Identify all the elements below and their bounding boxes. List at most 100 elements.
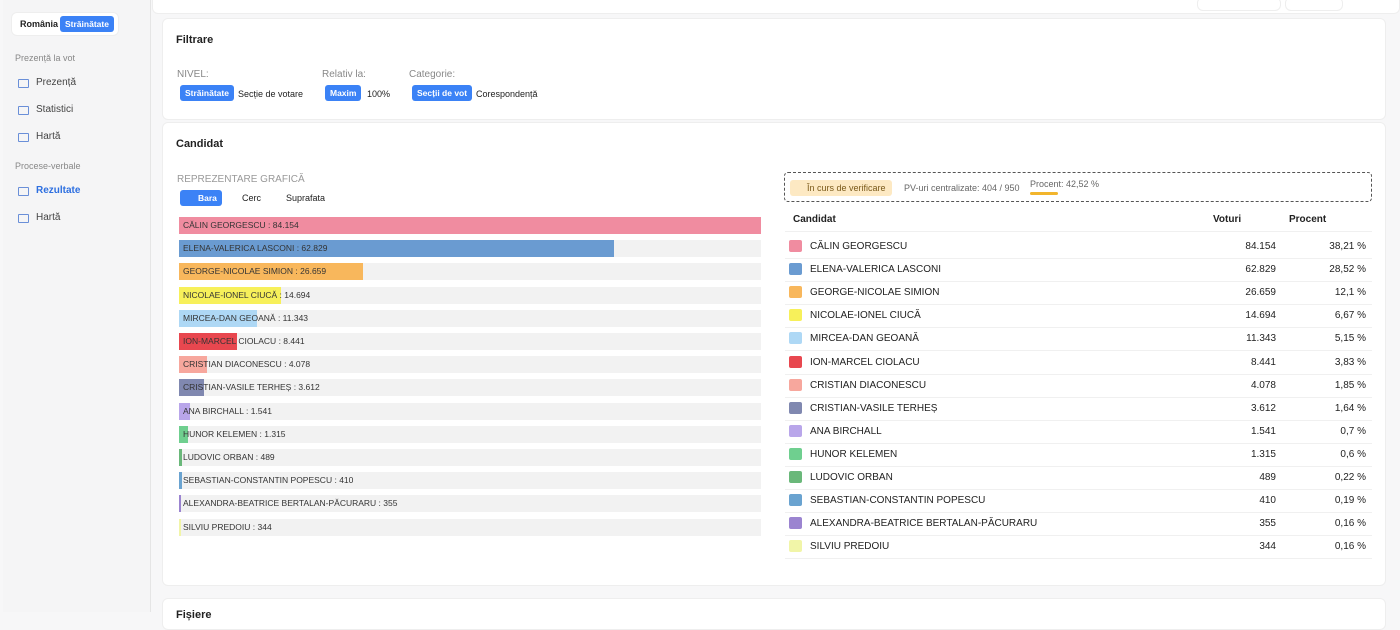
bar-track: ALEXANDRA-BEATRICE BERTALAN-PĂCURARU : 3…	[179, 495, 761, 513]
percent: 1,85 %	[1334, 379, 1366, 391]
nav-item[interactable]: Prezență	[36, 77, 77, 88]
progress	[1030, 192, 1058, 195]
bar-track: HUNOR KELEMEN : 1.315	[179, 425, 761, 443]
bar	[179, 379, 204, 397]
chart-type[interactable]: Suprafata	[286, 193, 326, 203]
bar-sep: :	[257, 428, 265, 439]
filter-card: Filtrare NIVEL: Străinătate Secție de vota…	[162, 18, 1386, 120]
nav-item[interactable]: Rezultate	[36, 185, 81, 196]
bar	[179, 449, 183, 466]
votes: 4.078	[1250, 379, 1276, 391]
chart-label: REPREZENTARE GRAFICĂ	[177, 174, 305, 185]
votes: 26.659	[1245, 287, 1276, 299]
bar-sep: :	[281, 359, 289, 370]
bar-name: NICOLAE-IONEL CIUCĂ	[183, 289, 278, 300]
percent: 5,15 %	[1334, 333, 1366, 345]
color-swatch	[789, 286, 802, 299]
color-swatch	[789, 240, 802, 252]
color-swatch	[789, 540, 802, 553]
bar-name: CRISTIAN-VASILE TERHEȘ	[183, 382, 292, 393]
percent: 0,6 %	[1340, 448, 1366, 460]
candidate-name: ION-MARCEL CIOLACU	[810, 356, 920, 368]
table-row: CRISTIAN-VASILE TERHEȘ 3.612 1,64 %	[785, 397, 1372, 421]
bar-sep: :	[277, 289, 285, 300]
column-header: Procent	[1289, 214, 1327, 225]
bar-track: CRISTIAN DIACONESCU : 4.078	[179, 356, 761, 374]
bar-sep: :	[291, 382, 299, 393]
bar-name: ION-MARCEL CIOLACU	[183, 336, 277, 346]
filter-chip[interactable]: Maxim	[325, 85, 362, 101]
votes: 8.441	[1250, 356, 1276, 368]
sidebar: România Străinătate Prezență la vot Preze…	[3, 0, 151, 612]
button[interactable]	[1197, 0, 1281, 11]
bar-track: MIRCEA-DAN GEOANĂ : 11.343	[179, 309, 761, 327]
bar-label: ION-MARCEL CIOLACU : 8.441	[183, 336, 305, 346]
nav-item[interactable]: Statistici	[36, 104, 74, 115]
filter-chip[interactable]: Străinătate	[180, 85, 234, 101]
tab[interactable]: România	[20, 19, 59, 29]
table-row: NICOLAE-IONEL CIUCĂ 14.694 6,67 %	[785, 304, 1372, 329]
color-swatch	[789, 263, 802, 276]
bar	[179, 309, 258, 327]
table-row: CĂLIN GEORGESCU 84.154 38,21 %	[785, 235, 1372, 259]
nav-icon	[18, 133, 29, 142]
candidate-name: ANA BIRCHALL	[810, 425, 882, 437]
table-row: HUNOR KELEMEN 1.315 0,6 %	[785, 443, 1372, 467]
filter-label: Categorie:	[409, 69, 456, 80]
bar	[179, 333, 238, 350]
votes: 11.343	[1246, 333, 1276, 345]
section-title: Prezență la vot	[15, 53, 76, 63]
color-swatch	[789, 471, 802, 483]
bar-name: CĂLIN GEORGESCU	[183, 220, 266, 230]
bar-label: LUDOVIC ORBAN : 489	[183, 452, 275, 462]
votes: 3.612	[1250, 402, 1276, 414]
section-title: Procese-verbale	[15, 161, 81, 171]
bar-name: SILVIU PREDOIU	[183, 521, 251, 532]
button[interactable]	[1285, 0, 1343, 11]
bar	[179, 402, 190, 420]
bar-sep: :	[276, 336, 284, 346]
bar-value: 410	[339, 475, 354, 486]
votes: 84.154	[1245, 241, 1276, 252]
top-bar	[152, 0, 1400, 14]
bar-value: 4.078	[288, 359, 311, 370]
bar-sep: :	[243, 405, 251, 416]
votes: 489	[1259, 472, 1276, 483]
status-box: În curs de verificare PV-uri centralizat…	[784, 172, 1372, 202]
files-card: Fișiere	[162, 598, 1386, 630]
nav-icon	[18, 106, 29, 115]
bar-value: 344	[257, 521, 272, 532]
chart-type[interactable]: Bara	[180, 190, 222, 206]
filter-option[interactable]: 100%	[367, 89, 391, 99]
bar-value: 1.315	[264, 428, 286, 439]
bar-label: ANA BIRCHALL : 1.541	[183, 406, 272, 416]
bar-track: ANA BIRCHALL : 1.541	[179, 402, 761, 420]
color-swatch	[789, 424, 802, 437]
bar-track: CĂLIN GEORGESCU : 84.154	[179, 217, 761, 234]
votes: 410	[1259, 495, 1276, 507]
bar-track: ION-MARCEL CIOLACU : 8.441	[179, 333, 761, 350]
nav-item[interactable]: Hartă	[36, 212, 61, 223]
bar-name: ANA BIRCHALL	[183, 405, 244, 416]
nav-item[interactable]: Hartă	[36, 131, 61, 142]
candidate-name: CRISTIAN-VASILE TERHEȘ	[810, 402, 938, 414]
bar-label: SILVIU PREDOIU : 344	[183, 522, 272, 532]
filter-option[interactable]: Secție de votare	[238, 89, 304, 99]
card-title: Filtrare	[176, 34, 214, 46]
tab-active[interactable]: Străinătate	[60, 16, 114, 32]
bar-sep: :	[250, 521, 258, 532]
nav-icon	[18, 187, 29, 196]
bar-label: NICOLAE-IONEL CIUCĂ : 14.694	[183, 290, 310, 300]
filter-label: NIVEL:	[177, 69, 209, 80]
chart-type[interactable]: Cerc	[242, 193, 262, 203]
candidate-name: CRISTIAN DIACONESCU	[810, 379, 927, 391]
bar-sep: :	[275, 312, 283, 323]
color-swatch	[789, 332, 802, 345]
status-badge: În curs de verificare	[790, 180, 892, 196]
bar-name: HUNOR KELEMEN	[183, 428, 258, 439]
filter-chip[interactable]: Secții de vot	[412, 85, 473, 101]
table-row: MIRCEA-DAN GEOANĂ 11.343 5,15 %	[785, 327, 1372, 352]
percent: 0,7 %	[1340, 425, 1366, 437]
bar-name: ALEXANDRA-BEATRICE BERTALAN-PĂCURARU	[183, 498, 377, 509]
filter-option[interactable]: Corespondență	[476, 89, 538, 99]
